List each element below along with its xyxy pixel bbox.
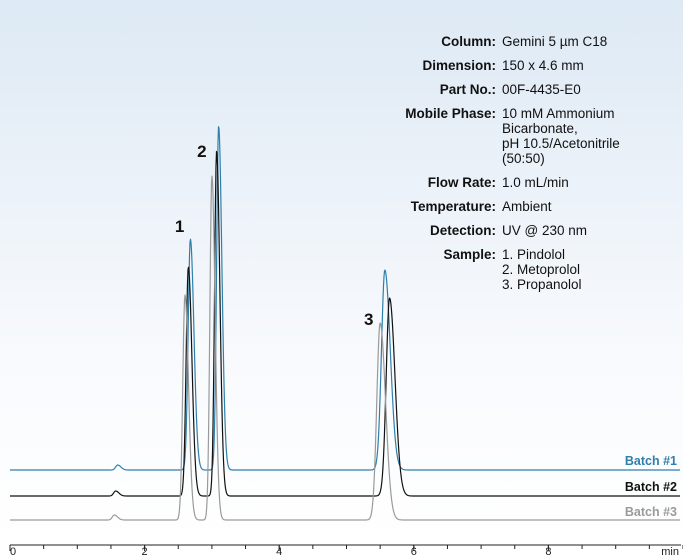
peak-number-label: 1 (175, 217, 184, 236)
chromatogram-traces (9, 126, 681, 521)
column-row: Column: Gemini 5 µm C18 (360, 34, 680, 49)
sample-row: Sample: 1. Pindolol 2. Metoprolol 3. Pro… (360, 247, 680, 292)
mobile-phase-row: Mobile Phase: 10 mM Ammonium Bicarbonate… (360, 106, 680, 166)
mobile-phase-value: 10 mM Ammonium Bicarbonate, pH 10.5/Acet… (502, 106, 680, 166)
method-conditions-table: Column: Gemini 5 µm C18 Dimension: 150 x… (360, 34, 680, 292)
temperature-row: Temperature: Ambient (360, 199, 680, 214)
part-number-value: 00F-4435-E0 (502, 82, 581, 97)
detection-value: UV @ 230 nm (502, 223, 587, 238)
dimension-row: Dimension: 150 x 4.6 mm (360, 58, 680, 73)
flow-rate-row: Flow Rate: 1.0 mL/min (360, 175, 680, 190)
mobile-phase-line: pH 10.5/Acetonitrile (502, 136, 620, 151)
trace-line (9, 126, 681, 471)
part-number-label: Part No.: (439, 82, 496, 97)
temperature-value: Ambient (502, 199, 552, 214)
trace-line (9, 150, 681, 497)
sample-label: Sample: (443, 247, 496, 262)
detection-row: Detection: UV @ 230 nm (360, 223, 680, 238)
column-value: Gemini 5 µm C18 (502, 34, 608, 49)
sample-line: 1. Pindolol (502, 247, 566, 262)
legend-label: Batch #3 (625, 505, 677, 519)
column-label: Column: (441, 34, 496, 49)
x-tick-label: 8 (545, 546, 551, 555)
dimension-value: 150 x 4.6 mm (502, 58, 584, 73)
trace-legend: Batch #1 Batch #2 Batch #3 (625, 454, 677, 519)
peak-labels: 1 2 3 (175, 142, 374, 329)
temperature-label: Temperature: (410, 199, 496, 214)
sample-value: 1. Pindolol 2. Metoprolol 3. Propanolol (502, 247, 680, 292)
part-number-row: Part No.: 00F-4435-E0 (360, 82, 680, 97)
legend-label: Batch #1 (625, 454, 677, 468)
peak-number-label: 3 (364, 310, 373, 329)
x-tick-label: 4 (276, 546, 282, 555)
x-tick-label: 6 (411, 546, 417, 555)
flow-rate-value: 1.0 mL/min (502, 175, 569, 190)
x-axis-unit-label: min (661, 546, 679, 555)
trace-line (9, 175, 681, 521)
mobile-phase-line: (50:50) (502, 151, 545, 166)
legend-label: Batch #2 (625, 480, 677, 494)
mobile-phase-line: Bicarbonate, (502, 121, 578, 136)
sample-line: 3. Propanolol (502, 277, 582, 292)
mobile-phase-label: Mobile Phase: (405, 106, 496, 121)
detection-label: Detection: (429, 223, 496, 238)
mobile-phase-line: 10 mM Ammonium (502, 106, 615, 121)
dimension-label: Dimension: (422, 58, 496, 73)
x-tick-label: 2 (142, 546, 148, 555)
sample-line: 2. Metoprolol (502, 262, 581, 277)
x-tick-label: 0 (10, 546, 16, 555)
peak-number-label: 2 (197, 142, 206, 161)
flow-rate-label: Flow Rate: (427, 175, 496, 190)
x-axis: 0 2 4 6 8 min (9, 544, 683, 555)
